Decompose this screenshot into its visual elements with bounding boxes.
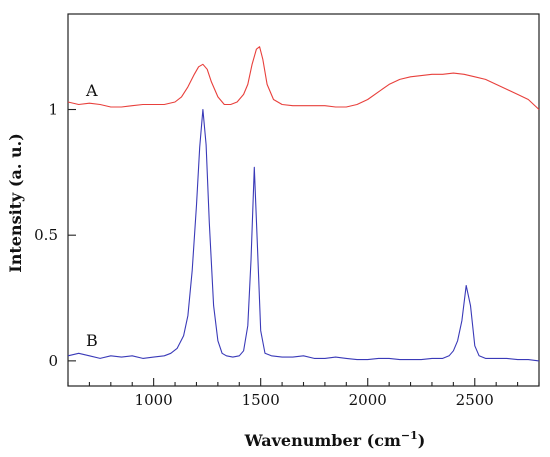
series-label-b: B — [86, 331, 98, 350]
series-line-a — [67, 46, 540, 110]
tick-layer: 1000 1500 2000 2500 0 0.5 1 — [34, 101, 540, 409]
x-axis-title-superscript: −1 — [401, 429, 418, 442]
y-axis-title: Intensity (a. u.) — [6, 133, 25, 273]
series-label-a: A — [85, 81, 98, 100]
series-line-b — [67, 108, 540, 362]
y-tick-label: 0.5 — [34, 226, 58, 244]
x-tick-label: 1500 — [242, 391, 280, 409]
series-layer — [67, 46, 540, 362]
x-tick-label: 2000 — [349, 391, 387, 409]
plot-frame — [67, 13, 540, 387]
x-tick-label: 1000 — [135, 391, 173, 409]
x-tick-label: 2500 — [456, 391, 494, 409]
x-axis-title-close: ) — [418, 431, 426, 450]
y-tick-label: 1 — [48, 101, 58, 119]
y-tick-label: 0 — [48, 352, 58, 370]
x-axis-title: Wavenumber (cm−1) — [244, 429, 426, 450]
x-axis-title-main: Wavenumber (cm — [244, 431, 401, 450]
